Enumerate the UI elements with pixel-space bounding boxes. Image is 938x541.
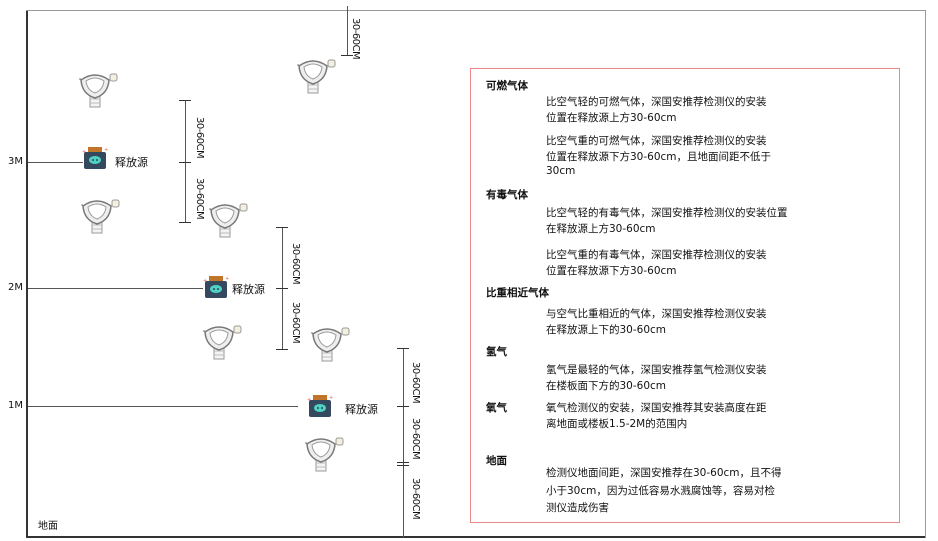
text-line: 检测仪地面间距，深国安推荐在30-60cm，且不得 (546, 467, 782, 479)
text-line: 位置在释放源下方30-60cm，且地面间距不低于 (546, 151, 772, 163)
text-line: 比空气轻的有毒气体，深国安推荐检测仪的安装位置 (546, 207, 788, 219)
dim-label: 30-60CM (290, 302, 301, 344)
text-line: 在释放源上下的30-60cm (546, 324, 667, 336)
dim-label: 30-60CM (350, 18, 361, 60)
text-line: 30cm (546, 165, 576, 177)
dim-tick (179, 100, 191, 101)
dim-label: 30-60CM (410, 418, 421, 460)
dim-tick (341, 55, 353, 56)
source-label: 释放源 (232, 283, 265, 296)
heading-toxic: 有毒气体 (486, 189, 528, 201)
dim-tick (397, 462, 409, 463)
dim-line-top (347, 6, 348, 56)
dim-tick (179, 162, 191, 163)
heading-oxygen: 氧气 (486, 402, 507, 414)
text-line: 与空气比重相近的气体，深国安推荐检测仪安装 (546, 308, 767, 320)
text-line: 比空气重的可燃气体，深国安推荐检测仪的安装 (546, 135, 767, 147)
level-3m: 3M (8, 156, 23, 167)
text-line: 位置在释放源下方30-60cm (546, 265, 677, 277)
ground-label: 地面 (38, 521, 58, 532)
dim-label: 30-60CM (410, 478, 421, 520)
text-line: 在释放源上方30-60cm (546, 223, 656, 235)
heading-ground: 地面 (486, 455, 507, 467)
gas-detector-icon (78, 73, 118, 108)
gas-detector-icon (310, 327, 350, 362)
heading-combustible: 可燃气体 (486, 80, 528, 92)
text-line: 氢气是最轻的气体，深国安推荐氢气检测仪安装 (546, 364, 767, 376)
floor (26, 536, 926, 538)
dim-label: 30-60CM (194, 117, 205, 159)
dim-label: 30-60CM (290, 243, 301, 285)
level-2m: 2M (8, 282, 23, 293)
text-line: 比空气轻的可燃气体，深国安推荐检测仪的安装 (546, 96, 767, 108)
text-line: 比空气重的有毒气体，深国安推荐检测仪的安装 (546, 249, 767, 261)
gas-detector-icon (202, 325, 242, 360)
level-1m: 1M (8, 400, 23, 411)
dim-line-3m (185, 100, 186, 223)
dim-tick (397, 348, 409, 349)
heading-similar-density: 比重相近气体 (486, 287, 549, 299)
heading-hydrogen: 氢气 (486, 346, 507, 358)
release-source-icon (82, 147, 108, 169)
release-source-icon (307, 395, 333, 417)
gas-detector-icon (208, 203, 248, 238)
dim-tick (397, 465, 409, 466)
gas-detector-icon (304, 437, 344, 472)
level-line-3m (28, 162, 83, 163)
text-line: 测仪造成伤害 (546, 502, 609, 514)
dim-tick (276, 227, 288, 228)
text-line: 离地面或楼板1.5-2M的范围内 (546, 418, 688, 430)
dim-tick (179, 222, 191, 223)
ceiling (26, 10, 926, 11)
source-label: 释放源 (115, 156, 148, 169)
dim-line-1m (403, 348, 404, 538)
text-line: 小于30cm，因为过低容易水溅腐蚀等，容易对检 (546, 485, 775, 497)
text-line: 位置在释放源上方30-60cm (546, 112, 677, 124)
dim-tick (276, 349, 288, 350)
gas-detector-icon (80, 199, 120, 234)
dim-label: 30-60CM (194, 178, 205, 220)
dim-tick (397, 406, 409, 407)
dim-label: 30-60CM (410, 362, 421, 404)
release-source-icon (203, 276, 229, 298)
text-line: 氧气检测仪的安装，深国安推荐其安装高度在距 (546, 402, 767, 414)
right-wall (925, 10, 926, 538)
level-line-1m (28, 406, 298, 407)
source-label: 释放源 (345, 403, 378, 416)
dim-tick (276, 288, 288, 289)
left-wall (26, 10, 28, 538)
text-line: 在楼板面下方的30-60cm (546, 380, 667, 392)
gas-detector-icon (296, 59, 336, 94)
level-line-2m (28, 288, 203, 289)
guidance-panel: 可燃气体 比空气轻的可燃气体，深国安推荐检测仪的安装 位置在释放源上方30-60… (470, 68, 900, 523)
